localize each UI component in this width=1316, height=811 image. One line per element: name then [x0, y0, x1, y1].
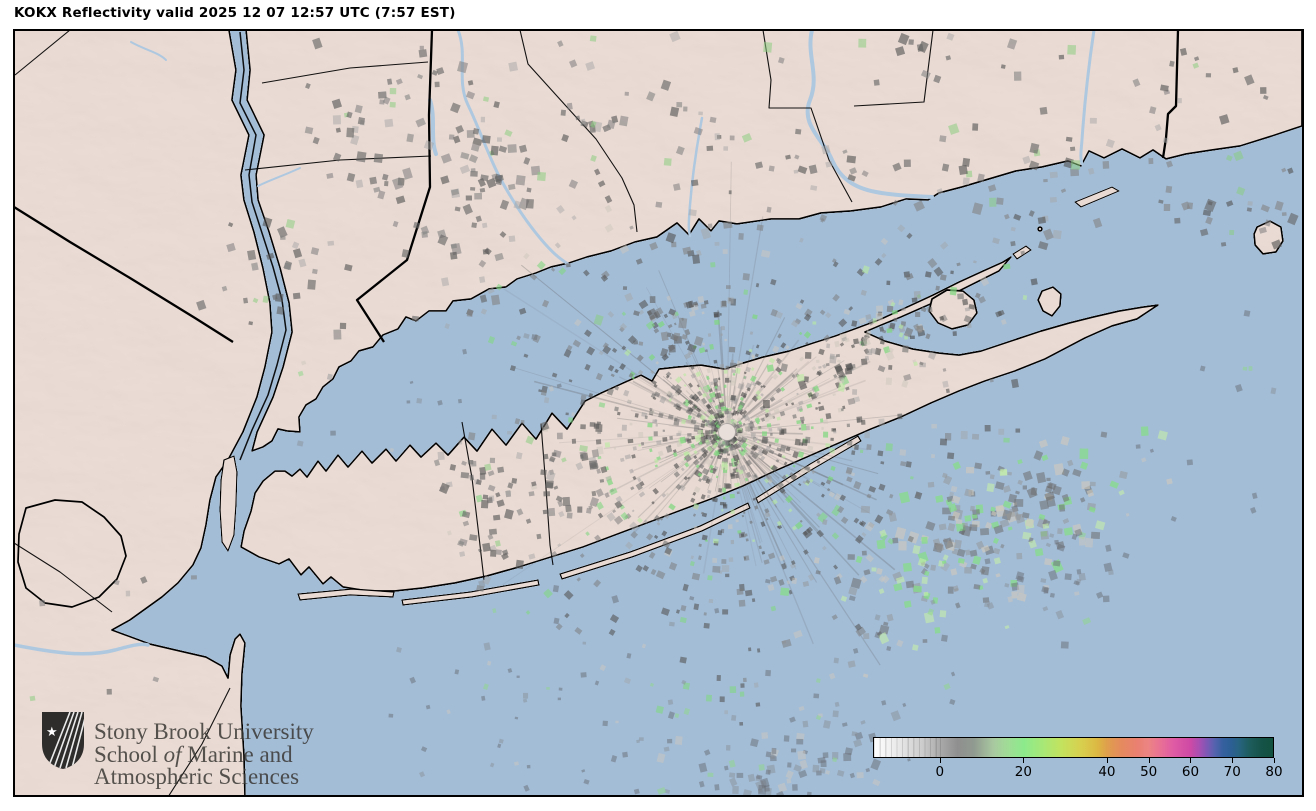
- colorbar-tick-50: [1148, 758, 1150, 763]
- county-line-hudson: [239, 31, 287, 461]
- river-connecticut: [805, 30, 934, 199]
- colorbar-tick-70: [1232, 758, 1234, 763]
- county-line-westchester-putnam: [244, 155, 432, 171]
- radar-echo-speckles: [29, 30, 1299, 796]
- lake-candlewood: [428, 98, 438, 156]
- land-new-jersey: [14, 30, 273, 796]
- land-long-island: [240, 256, 1159, 592]
- colorbar-tick-60: [1190, 758, 1192, 763]
- colorbar-tick-0: [939, 758, 941, 763]
- colorbar-tick-label-0: 0: [935, 764, 945, 780]
- sbu-shield-icon: ★: [42, 712, 84, 769]
- county-line-corner-nw: [14, 30, 71, 76]
- colorbar-tick-20: [1023, 758, 1025, 763]
- county-line-nj-1: [14, 542, 113, 613]
- land-rockaway-barrier: [297, 588, 395, 601]
- colorbar-tick-label-20: 20: [1014, 764, 1032, 780]
- sbu-line-2: School of Marine and: [94, 741, 293, 767]
- land-fire-island: [559, 502, 751, 580]
- colorbar-tick-40: [1106, 758, 1108, 763]
- river-croton: [257, 167, 301, 187]
- colorbar-tick-label-60: 60: [1181, 764, 1200, 780]
- sbu-line-1: Stony Brook University: [94, 719, 314, 744]
- colorbar-tick-label-70: 70: [1223, 764, 1241, 780]
- border-ct-ri: [1161, 30, 1180, 159]
- colorbar-tick-label-40: 40: [1098, 764, 1116, 780]
- county-line-fairfield-newhaven: [519, 30, 638, 233]
- land-staten-island: [17, 499, 127, 608]
- colorbar-discrete-bands: [873, 737, 942, 758]
- page-title: KOKX Reflectivity valid 2025 12 07 12:57…: [14, 5, 456, 21]
- border-ny-nj: [14, 206, 234, 343]
- sbu-line-3: Atmospheric Sciences: [94, 764, 300, 789]
- colorbar-tick-80: [1274, 758, 1275, 763]
- river-thames: [1079, 30, 1096, 166]
- river-quinnipiac: [687, 116, 704, 238]
- map-frame: [13, 29, 1304, 797]
- reflectivity-colorbar: 0 20 40 50 60 70 80: [873, 737, 1283, 780]
- land-long-beach-barrier: [401, 579, 540, 606]
- land-gull-island: [1037, 226, 1043, 232]
- sbu-shield-star: ★: [46, 725, 58, 740]
- colorbar-tick-label-80: 80: [1265, 764, 1283, 780]
- land-manhattan: [219, 455, 238, 552]
- county-line-newlondon: [853, 30, 934, 107]
- colorbar-gradient: [873, 737, 1274, 758]
- colorbar-tick-label-50: 50: [1140, 764, 1158, 780]
- county-line-newhaven-middlesex: [762, 30, 853, 203]
- colorbar-ticks: 0 20 40 50 60 70 80: [873, 737, 1283, 780]
- land-gardiners-island: [1037, 286, 1062, 317]
- stony-brook-branding: ★ Stony Brook University School of Marin…: [40, 710, 314, 789]
- land-fishers-island: [1074, 186, 1120, 208]
- county-line-queens-nassau: [461, 421, 485, 581]
- county-line-monmouth: [167, 687, 231, 796]
- radar-site-cone-of-silence: [718, 423, 736, 441]
- sbu-text-block: Stony Brook University School of Marine …: [94, 719, 314, 789]
- county-line-putnam-north: [261, 61, 429, 84]
- river-small-stream: [130, 41, 167, 61]
- river-raritan: [14, 642, 150, 656]
